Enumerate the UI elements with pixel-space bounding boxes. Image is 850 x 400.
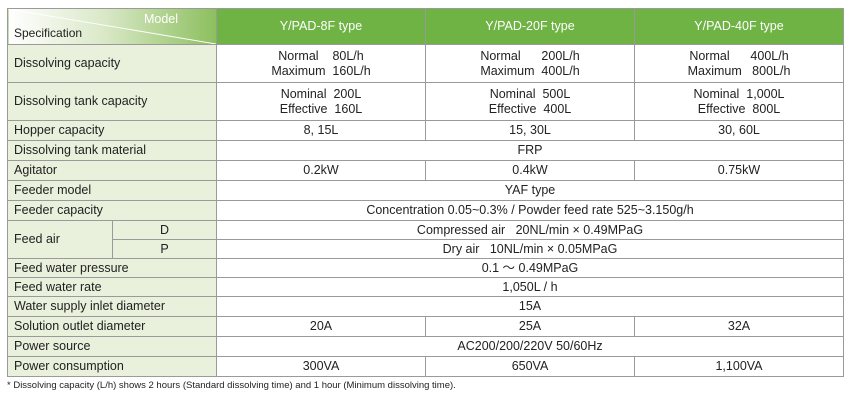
type-header-40f: Y/PAD-40F type bbox=[634, 8, 844, 45]
cell-20f: Nominal 500L Effective 400L bbox=[425, 82, 635, 121]
spec-table: Model Specification Y/PAD-8F type Y/PAD-… bbox=[7, 8, 844, 377]
cell-8f: Normal 80L/h Maximum 160L/h bbox=[216, 44, 426, 83]
row-water-inlet: Water supply inlet diameter 15A bbox=[7, 296, 844, 317]
diagonal-divider bbox=[8, 9, 216, 44]
cell-20f: 25A bbox=[425, 316, 635, 337]
cell-line: Normal 200L/h bbox=[480, 48, 580, 63]
cell-line: Normal 400L/h bbox=[689, 48, 789, 63]
cell-20f: Normal 200L/h Maximum 400L/h bbox=[425, 44, 635, 83]
row-label: Power source bbox=[7, 336, 217, 357]
row-label: Feed air bbox=[7, 220, 113, 259]
row-label: Dissolving tank capacity bbox=[7, 82, 217, 121]
row-feeder-capacity: Feeder capacity Concentration 0.05~0.3% … bbox=[7, 200, 844, 221]
header-corner-cell: Model Specification bbox=[7, 8, 217, 45]
row-label: Agitator bbox=[7, 160, 217, 181]
row-feed-air-d: Feed air D Compressed air 20NL/min × 0.4… bbox=[7, 220, 844, 259]
row-label: Dissolving capacity bbox=[7, 44, 217, 83]
cell-8f: Nominal 200L Effective 160L bbox=[216, 82, 426, 121]
cell-all: AC200/200/220V 50/60Hz bbox=[216, 336, 844, 357]
cell-all: Compressed air 20NL/min × 0.49MPaG bbox=[216, 220, 844, 240]
cell-line: Normal 80L/h bbox=[278, 48, 364, 63]
cell-all: FRP bbox=[216, 140, 844, 161]
row-dissolving-capacity: Dissolving capacity Normal 80L/h Maximum … bbox=[7, 44, 844, 83]
cell-40f: 32A bbox=[634, 316, 844, 337]
row-label: Feeder model bbox=[7, 180, 217, 201]
cell-40f: Normal 400L/h Maximum 800L/h bbox=[634, 44, 844, 83]
cell-line: Maximum 160L/h bbox=[271, 63, 371, 78]
row-label: Feed water rate bbox=[7, 277, 217, 297]
cell-8f: 8, 15L bbox=[216, 120, 426, 141]
row-label: Hopper capacity bbox=[7, 120, 217, 141]
cell-line: Nominal 200L bbox=[280, 86, 362, 101]
cell-8f: 0.2kW bbox=[216, 160, 426, 181]
header-row: Model Specification Y/PAD-8F type Y/PAD-… bbox=[7, 8, 844, 45]
cell-all: YAF type bbox=[216, 180, 844, 201]
cell-40f: 30, 60L bbox=[634, 120, 844, 141]
row-agitator: Agitator 0.2kW 0.4kW 0.75kW bbox=[7, 160, 844, 181]
cell-40f: 1,100VA bbox=[634, 356, 844, 377]
cell-all: 0.1 ～ 0.49MPaG bbox=[216, 258, 844, 278]
row-tank-capacity: Dissolving tank capacity Nominal 200L Eff… bbox=[7, 82, 844, 121]
sub-label-d: D bbox=[112, 220, 217, 240]
cell-line: Nominal 500L bbox=[489, 86, 571, 101]
type-header-20f: Y/PAD-20F type bbox=[425, 8, 635, 45]
row-label: Feeder capacity bbox=[7, 200, 217, 221]
cell-all: Concentration 0.05~0.3% / Powder feed ra… bbox=[216, 200, 844, 221]
cell-20f: 15, 30L bbox=[425, 120, 635, 141]
row-feed-water-rate: Feed water rate 1,050L / h bbox=[7, 277, 844, 297]
type-header-8f: Y/PAD-8F type bbox=[216, 8, 426, 45]
row-label: Solution outlet diameter bbox=[7, 316, 217, 337]
footnote: * Dissolving capacity (L/h) shows 2 hour… bbox=[7, 380, 456, 391]
cell-all: 1,050L / h bbox=[216, 277, 844, 297]
row-label: Water supply inlet diameter bbox=[7, 296, 217, 317]
row-label: Power consumption bbox=[7, 356, 217, 377]
cell-20f: 0.4kW bbox=[425, 160, 635, 181]
row-hopper-capacity: Hopper capacity 8, 15L 15, 30L 30, 60L bbox=[7, 120, 844, 141]
row-feeder-model: Feeder model YAF type bbox=[7, 180, 844, 201]
cell-line: Effective 400L bbox=[488, 101, 572, 116]
row-label: Feed water pressure bbox=[7, 258, 217, 278]
cell-20f: 650VA bbox=[425, 356, 635, 377]
cell-line: Maximum 400L/h bbox=[480, 63, 580, 78]
cell-8f: 20A bbox=[216, 316, 426, 337]
cell-all: Dry air 10NL/min × 0.05MPaG bbox=[216, 239, 844, 259]
row-label: Dissolving tank material bbox=[7, 140, 217, 161]
cell-line: Maximum 800L/h bbox=[687, 63, 791, 78]
row-solution-outlet: Solution outlet diameter 20A 25A 32A bbox=[7, 316, 844, 337]
cell-8f: 300VA bbox=[216, 356, 426, 377]
cell-all: 15A bbox=[216, 296, 844, 317]
row-power-source: Power source AC200/200/220V 50/60Hz bbox=[7, 336, 844, 357]
row-tank-material: Dissolving tank material FRP bbox=[7, 140, 844, 161]
specification-header: Specification bbox=[14, 26, 83, 40]
cell-40f: Nominal 1,000L Effective 800L bbox=[634, 82, 844, 121]
cell-line: Effective 160L bbox=[279, 101, 363, 116]
row-feed-water-pressure: Feed water pressure 0.1 ～ 0.49MPaG bbox=[7, 258, 844, 278]
sub-label-p: P bbox=[112, 239, 217, 259]
cell-40f: 0.75kW bbox=[634, 160, 844, 181]
row-feed-air-p: P Dry air 10NL/min × 0.05MPaG bbox=[8, 239, 844, 259]
model-header: Model bbox=[143, 12, 178, 26]
cell-line: Effective 800L bbox=[697, 101, 781, 116]
row-power-consumption: Power consumption 300VA 650VA 1,100VA bbox=[7, 356, 844, 377]
cell-line: Nominal 1,000L bbox=[693, 86, 785, 101]
